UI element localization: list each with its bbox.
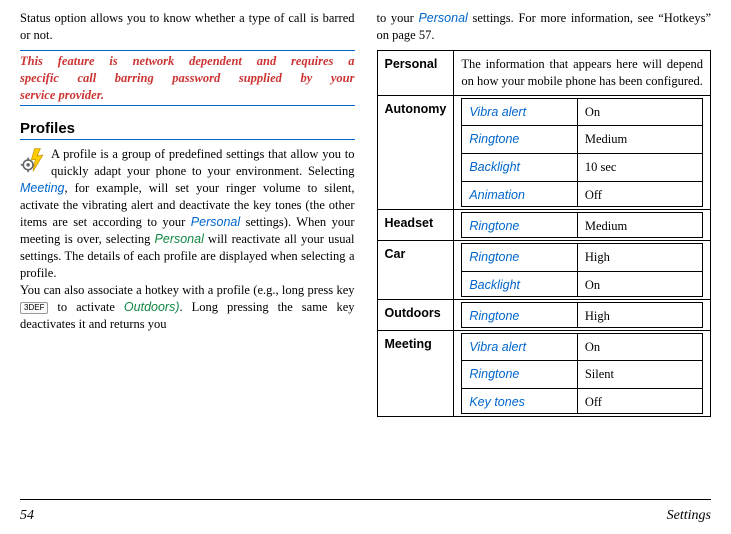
profile-body-cell: RingtoneHigh xyxy=(454,299,711,330)
profile-body-cell: Vibra alertOnRingtoneSilentKey tonesOff xyxy=(454,330,711,417)
profile-item-label: Vibra alert xyxy=(462,98,578,126)
profile-name-cell: Car xyxy=(377,240,454,299)
profile-item-label: Animation xyxy=(462,182,578,207)
key-icon: 3DEF xyxy=(20,302,48,314)
personal-link-1: Personal xyxy=(191,215,240,229)
note-line1: This feature is network dependent and re… xyxy=(20,54,355,68)
profile-item-value: On xyxy=(577,271,702,296)
profile-item-label: Backlight xyxy=(462,154,578,182)
right-lead: to your Personal settings. For more info… xyxy=(377,10,712,44)
outdoors-link: Outdoors) xyxy=(124,300,180,314)
profile-item-value: Off xyxy=(577,182,702,207)
profile-name-cell: Headset xyxy=(377,210,454,241)
meeting-link: Meeting xyxy=(20,181,64,195)
p2a: You can also associate a hotkey with a p… xyxy=(20,283,355,297)
profile-item-value: Medium xyxy=(577,213,702,238)
profile-item-label: Ringtone xyxy=(462,213,578,238)
hotkey-paragraph: You can also associate a hotkey with a p… xyxy=(20,282,355,333)
profile-name-cell: Personal xyxy=(377,50,454,95)
note-box: This feature is network dependent and re… xyxy=(20,50,355,107)
footer: 54 Settings xyxy=(20,508,711,524)
lead-link: Personal xyxy=(418,11,467,25)
profile-item-label: Ringtone xyxy=(462,302,578,327)
p1a: A profile is a group of predefined setti… xyxy=(51,147,355,178)
profiles-table: PersonalThe information that appears her… xyxy=(377,50,712,417)
profile-name-cell: Meeting xyxy=(377,330,454,417)
profile-body-cell: RingtoneHighBacklightOn xyxy=(454,240,711,299)
profile-item-label: Vibra alert xyxy=(462,333,578,361)
profile-name-cell: Autonomy xyxy=(377,95,454,210)
profile-name-cell: Outdoors xyxy=(377,299,454,330)
profile-body-cell: RingtoneMedium xyxy=(454,210,711,241)
p2b: to activate xyxy=(48,300,123,314)
note-line2: specific call barring password supplied … xyxy=(20,70,355,87)
profile-body-cell: Vibra alertOnRingtoneMediumBacklight10 s… xyxy=(454,95,711,210)
profile-item-label: Ringtone xyxy=(462,126,578,154)
profiles-paragraph: A profile is a group of predefined setti… xyxy=(20,146,355,281)
footer-rule xyxy=(20,499,711,500)
profile-item-value: 10 sec xyxy=(577,154,702,182)
profiles-icon xyxy=(20,147,46,173)
profiles-heading: Profiles xyxy=(20,120,355,140)
profile-item-value: Off xyxy=(577,389,702,414)
profile-item-value: On xyxy=(577,333,702,361)
status-text: Status option allows you to know whether… xyxy=(20,10,355,44)
note-line3: service provider. xyxy=(20,87,355,104)
profile-item-value: High xyxy=(577,243,702,271)
page-number: 54 xyxy=(20,508,34,524)
footer-section: Settings xyxy=(667,508,711,524)
profile-item-label: Key tones xyxy=(462,389,578,414)
profile-item-label: Backlight xyxy=(462,271,578,296)
profile-body-cell: The information that appears here will d… xyxy=(454,50,711,95)
lead-a: to your xyxy=(377,11,419,25)
profile-item-value: On xyxy=(577,98,702,126)
profile-item-label: Ringtone xyxy=(462,361,578,389)
personal-link-2: Personal xyxy=(155,232,204,246)
profile-item-value: High xyxy=(577,302,702,327)
profile-item-value: Silent xyxy=(577,361,702,389)
profile-item-label: Ringtone xyxy=(462,243,578,271)
profile-item-value: Medium xyxy=(577,126,702,154)
